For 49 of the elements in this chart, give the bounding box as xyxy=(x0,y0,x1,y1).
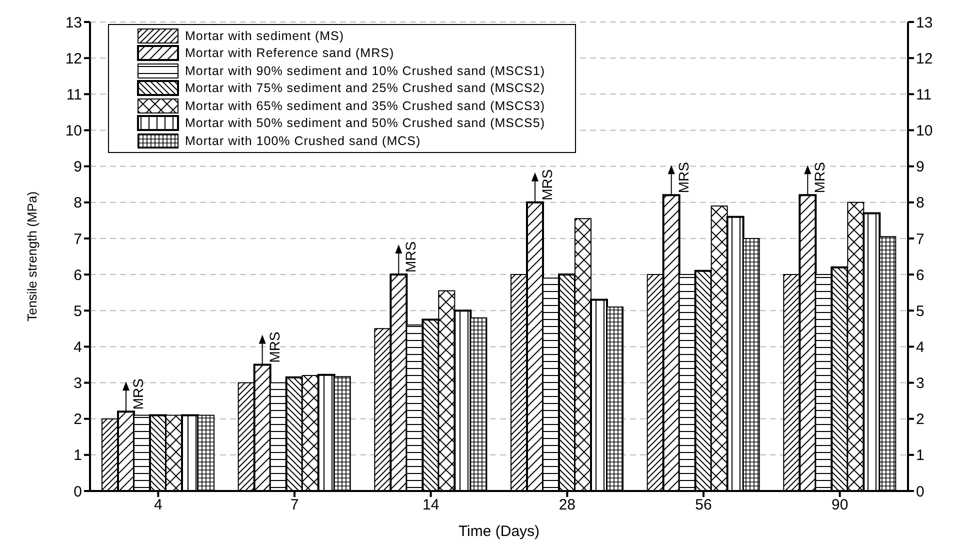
y-tick-label: 7 xyxy=(74,230,82,248)
y2-tick-label: 9 xyxy=(916,158,924,176)
x-tick-label: 7 xyxy=(290,496,299,514)
annotation: MRS xyxy=(812,162,828,194)
y2-tick-label: 4 xyxy=(916,339,924,356)
y-tick-label: 11 xyxy=(66,86,82,104)
y-tick-label: 8 xyxy=(74,194,82,212)
y-tick-label: 4 xyxy=(74,339,82,356)
y-tick-label: 13 xyxy=(65,14,82,32)
legend-label: Mortar with 75% sediment and 25% Crushed sand (MSCS2) xyxy=(185,81,545,96)
y-tick-label: 0 xyxy=(74,483,82,500)
y-axis-title: Tensile strength (MPa) xyxy=(24,191,40,322)
x-tick-label: 90 xyxy=(831,496,848,514)
legend-label: Mortar with 90% sediment and 10% Crushed sand (MSCS1) xyxy=(185,64,545,78)
y2-tick-label: 12 xyxy=(916,50,933,68)
y2-tick-label: 2 xyxy=(916,411,924,428)
y2-tick-label: 3 xyxy=(916,375,924,392)
x-tick-label: 28 xyxy=(558,496,576,514)
legend-label: Mortar with 100% Crushed sand (MCS) xyxy=(185,134,421,148)
annotation: MRS xyxy=(539,169,555,200)
x-tick-label: 56 xyxy=(695,496,712,514)
legend-label: Mortar with Reference sand (MRS) xyxy=(185,46,394,60)
y2-tick-label: 8 xyxy=(916,194,924,212)
y-tick-label: 12 xyxy=(65,50,82,68)
annotation: MRS xyxy=(675,162,692,194)
y2-tick-label: 13 xyxy=(916,14,933,32)
x-tick-label: 4 xyxy=(154,496,162,514)
y2-tick-label: 1 xyxy=(916,447,924,464)
y2-tick-label: 5 xyxy=(916,302,924,320)
legend-label: Mortar with sediment (MS) xyxy=(185,28,344,43)
annotation: MRS xyxy=(266,332,282,363)
y-tick-label: 10 xyxy=(65,122,82,140)
y2-tick-label: 7 xyxy=(916,230,924,248)
annotation: MRS xyxy=(402,241,419,273)
legend-label: Mortar with 65% sediment and 35% Crushed sand (MSCS3) xyxy=(185,98,545,113)
y-tick-label: 5 xyxy=(74,302,82,320)
y-tick-label: 1 xyxy=(74,447,82,464)
x-axis-title: Time (Days) xyxy=(458,523,540,540)
y2-tick-label: 0 xyxy=(916,483,924,500)
y2-tick-label: 10 xyxy=(916,122,933,140)
y2-tick-label: 6 xyxy=(916,266,924,284)
x-tick-label: 14 xyxy=(422,496,440,514)
legend-label: Mortar with 50% sediment and 50% Crushed sand (MSCS5) xyxy=(185,116,545,130)
y2-tick-label: 11 xyxy=(916,86,932,104)
y-tick-label: 9 xyxy=(74,158,82,176)
y-tick-label: 3 xyxy=(74,375,82,392)
annotation: MRS xyxy=(130,378,146,410)
y-tick-label: 2 xyxy=(74,411,82,428)
y-tick-label: 6 xyxy=(74,266,82,284)
